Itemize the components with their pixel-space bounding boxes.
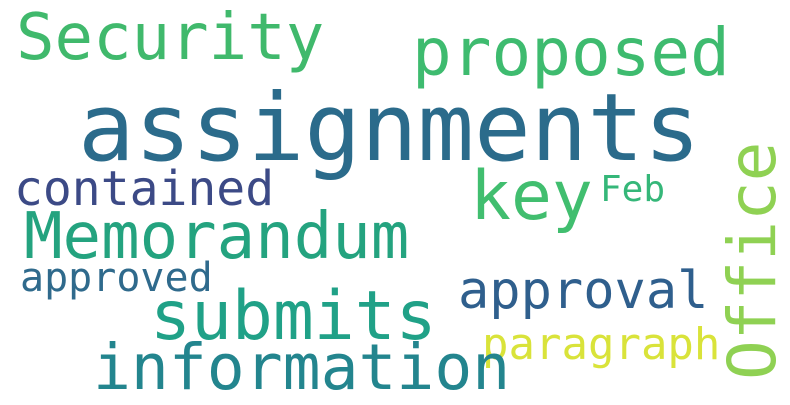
word-contained: contained: [14, 161, 275, 217]
word-security: Security: [16, 1, 325, 75]
word-submits: submits: [150, 277, 437, 356]
word-information: information: [93, 331, 511, 404]
word-approval: approval: [458, 261, 709, 321]
word-approved: approved: [20, 255, 213, 301]
word-paragraph: paragraph: [482, 319, 721, 370]
word-feb: Feb: [600, 169, 666, 210]
word-office: Office: [714, 141, 790, 380]
word-proposed: proposed: [412, 14, 730, 91]
word-key: key: [470, 157, 593, 236]
word-assignments: assignments: [78, 74, 701, 183]
word-memorandum: Memorandum: [24, 200, 410, 274]
